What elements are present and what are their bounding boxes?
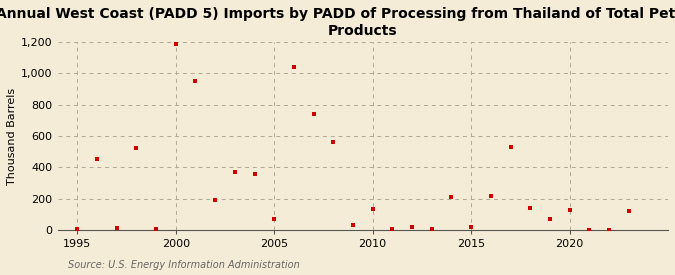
Point (230, 170, 240, 174)
Point (387, 227, 398, 231)
Point (288, 65, 299, 69)
Point (92, 157, 103, 162)
Point (269, 217, 279, 221)
Point (249, 172, 260, 177)
Point (427, 227, 437, 231)
Text: Source: U.S. Energy Information Administration: Source: U.S. Energy Information Administ… (68, 260, 299, 270)
Y-axis label: Thousand Barrels: Thousand Barrels (7, 87, 17, 185)
Point (308, 112, 319, 116)
Point (485, 194, 496, 198)
Point (348, 223, 358, 227)
Point (545, 217, 556, 221)
Point (623, 209, 634, 213)
Point (367, 207, 378, 212)
Point (466, 225, 477, 230)
Point (505, 145, 516, 149)
Title: Annual West Coast (PADD 5) Imports by PADD of Processing from Thailand of Total : Annual West Coast (PADD 5) Imports by PA… (0, 7, 675, 38)
Point (328, 140, 339, 144)
Point (406, 224, 417, 229)
Point (190, 79, 201, 84)
Point (111, 226, 122, 230)
Point (584, 228, 595, 232)
Point (210, 198, 221, 202)
Point (151, 227, 161, 231)
Point (72, 227, 83, 232)
Point (170, 42, 181, 46)
Point (131, 146, 142, 151)
Point (446, 195, 457, 199)
Point (524, 206, 535, 210)
Point (603, 228, 614, 232)
Point (564, 208, 575, 212)
